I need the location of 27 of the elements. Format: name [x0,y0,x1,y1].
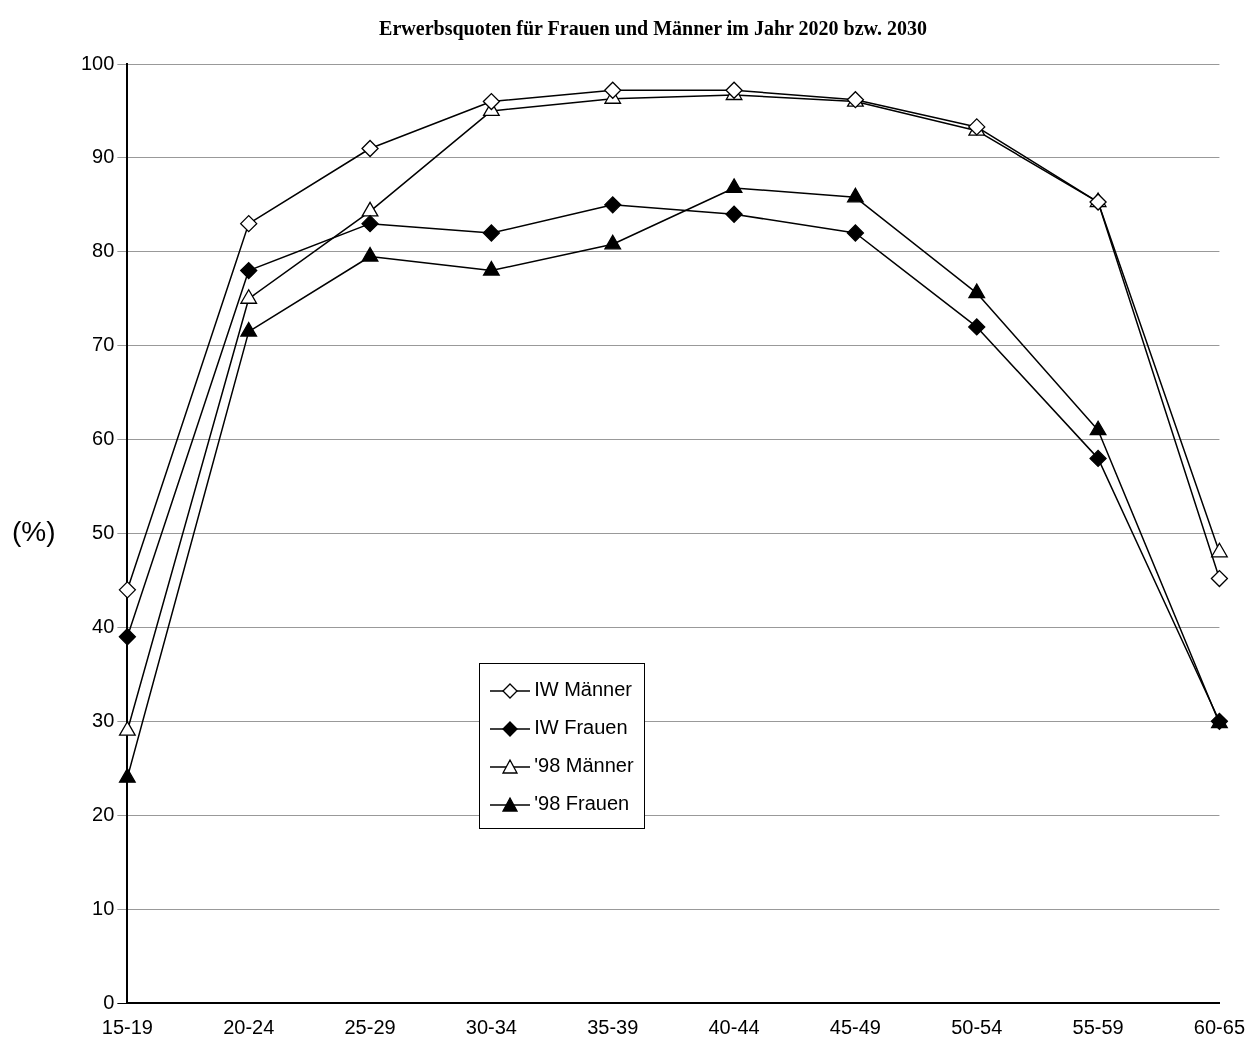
legend-label: '98 Frauen [533,791,631,817]
x-tick-label: 20-24 [223,1015,275,1038]
legend-label: '98 Männer [533,753,634,779]
x-tick-label: 50-54 [951,1015,1003,1038]
y-axis-title: (%) [12,516,56,548]
x-tick-label: 30-34 [465,1015,517,1038]
x-tick-label: 15-19 [101,1015,153,1038]
y-tick-label: 60 [92,427,115,450]
legend-label: IW Frauen [533,715,629,741]
y-tick-label: 10 [92,896,115,919]
y-tick-label: 40 [92,614,115,637]
x-tick-label: 60-65 [1193,1015,1245,1038]
y-tick-label: 80 [92,239,115,262]
chart-title: Erwerbsquoten für Frauen und Männer im Jahr 2020 bzw. 2030 [379,17,927,41]
y-tick-label: 0 [103,990,115,1013]
y-tick-label: 20 [92,802,115,825]
x-tick-label: 45-49 [829,1015,881,1038]
x-tick-label: 40-44 [708,1015,760,1038]
y-tick-label: 50 [92,521,115,544]
y-tick-label: 30 [92,708,115,731]
x-tick-label: 25-29 [344,1015,396,1038]
y-tick-label: 100 [80,51,115,74]
x-tick-label: 55-59 [1072,1015,1124,1038]
x-tick-label: 35-39 [587,1015,639,1038]
legend-label: IW Männer [533,677,633,703]
y-tick-label: 90 [92,145,115,168]
y-tick-label: 70 [92,333,115,356]
